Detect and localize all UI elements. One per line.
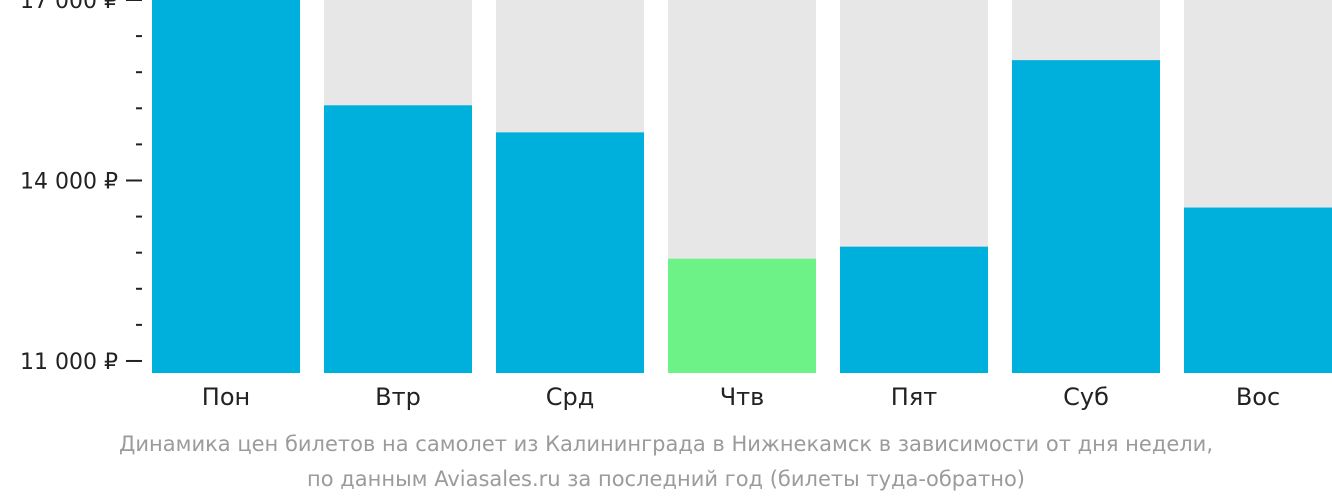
chart-caption-line-1: Динамика цен билетов на самолет из Калин… — [118, 432, 1214, 456]
x-tick-label-7: Вос — [1236, 383, 1280, 411]
bar-3 — [496, 132, 644, 373]
x-tick-label-3: Срд — [546, 383, 595, 411]
bar-7 — [1184, 207, 1332, 373]
x-tick-label-2: Втр — [375, 383, 421, 411]
x-tick-label-6: Суб — [1063, 383, 1109, 411]
bar-6 — [1012, 60, 1160, 374]
bar-1 — [152, 0, 300, 373]
x-tick-label-1: Пон — [202, 383, 250, 411]
bar-5 — [840, 246, 988, 373]
chart-caption-line-2: по данным Aviasales.ru за последний год … — [307, 467, 1025, 491]
x-tick-label-5: Пят — [891, 383, 937, 411]
x-tick-label-4: Чтв — [720, 383, 765, 411]
price-by-weekday-chart: Пон Втр Срд Чтв Пят Суб Вос 17 000 ₽ 14 000 ₽ 11 … — [20, 0, 1332, 411]
bar-4 — [668, 258, 816, 373]
y-tick-label-3: 11 000 ₽ — [20, 350, 118, 375]
y-tick-label-2: 14 000 ₽ — [20, 169, 118, 194]
y-tick-label-1: 17 000 ₽ — [20, 0, 118, 14]
bar-2 — [324, 105, 472, 373]
